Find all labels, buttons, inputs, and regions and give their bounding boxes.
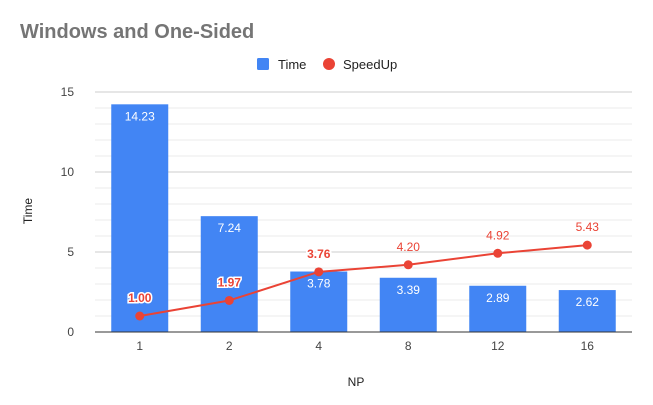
speedup-data-label: 3.76	[307, 247, 331, 261]
x-tick-label: 1	[136, 339, 143, 353]
speedup-data-label: 5.43	[576, 220, 600, 234]
bar-16	[558, 290, 616, 332]
speedup-data-label: 1.00	[128, 291, 152, 305]
legend-label-speedup: SpeedUp	[343, 57, 397, 72]
y-tick-label: 15	[61, 85, 75, 99]
y-tick-label: 0	[67, 325, 74, 339]
bar-data-labels: 14.23 7.24 3.78 3.39 2.89 2.62	[125, 109, 600, 309]
gridlines	[95, 91, 632, 317]
legend-swatch-speedup	[323, 58, 335, 70]
speedup-line	[139, 244, 588, 317]
speedup-data-label: 4.92	[486, 228, 510, 242]
x-tick-label: 12	[491, 339, 505, 353]
legend-label-time: Time	[278, 57, 306, 72]
bar-data-label: 3.39	[397, 283, 421, 297]
speedup-point	[582, 240, 592, 250]
y-axis-title: Time	[21, 198, 35, 225]
legend: Time SpeedUp	[257, 57, 397, 72]
speedup-point	[314, 267, 324, 277]
chart-title: Windows and One-Sided	[20, 21, 254, 43]
bar-data-label: 2.89	[486, 291, 510, 305]
speedup-data-label: 4.20	[397, 240, 421, 254]
y-tick-label: 10	[61, 165, 75, 179]
speedup-data-label: 1.97	[218, 275, 242, 289]
bar-data-label: 3.78	[307, 277, 331, 291]
speedup-point	[135, 311, 145, 321]
legend-swatch-time	[257, 58, 269, 70]
y-axis-ticks: 0 5 10 15	[61, 85, 75, 339]
bar-12	[469, 285, 527, 332]
speedup-point	[403, 260, 413, 270]
speedup-point	[224, 295, 234, 305]
x-tick-label: 8	[405, 339, 412, 353]
y-tick-label: 5	[67, 245, 74, 259]
x-tick-label: 4	[315, 339, 322, 353]
bar-4	[290, 271, 348, 332]
x-tick-label: 2	[226, 339, 233, 353]
bar-8	[379, 277, 437, 332]
bar-1	[111, 104, 169, 332]
bar-series	[111, 104, 616, 332]
line-series: 1.00 1.97 3.76 4.20 4.92 5.43	[127, 220, 600, 321]
bar-data-label: 2.62	[576, 295, 600, 309]
bar-data-label: 7.24	[218, 221, 242, 235]
x-axis-ticks: 1 2 4 8 12 16	[136, 339, 594, 353]
x-tick-label: 16	[581, 339, 595, 353]
x-axis-title: NP	[348, 375, 365, 389]
speedup-point	[493, 248, 503, 258]
bar-data-label: 14.23	[125, 109, 155, 123]
bar-2	[200, 216, 258, 332]
